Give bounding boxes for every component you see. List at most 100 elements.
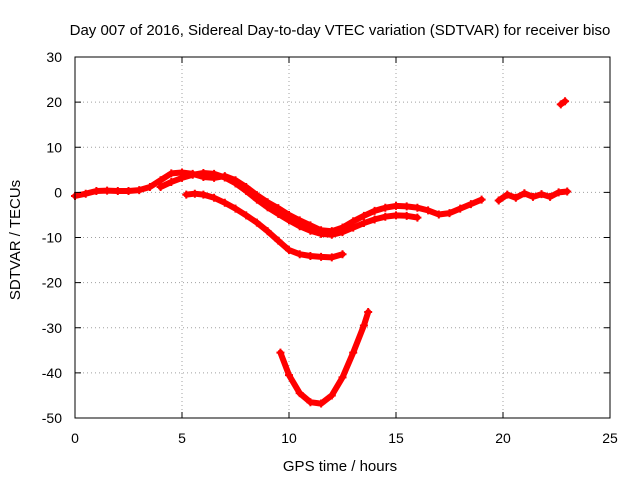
data-point <box>561 97 570 106</box>
data-point <box>113 187 122 196</box>
data-point <box>92 187 101 196</box>
data-point <box>220 173 229 182</box>
data-point <box>338 250 347 259</box>
data-point <box>402 202 411 211</box>
x-tick-label: 25 <box>602 430 618 446</box>
series-arc-deep-dip <box>276 307 373 408</box>
data-point <box>285 246 293 255</box>
data-point <box>317 252 326 261</box>
data-point <box>434 210 443 219</box>
data-point <box>392 211 400 220</box>
x-tick-label: 5 <box>178 430 186 446</box>
data-point <box>456 204 465 213</box>
data-point <box>392 201 400 210</box>
data-point <box>494 196 503 205</box>
data-point <box>327 253 336 262</box>
grid-lines <box>75 57 610 418</box>
data-point <box>338 228 347 237</box>
data-point <box>511 193 520 202</box>
data-point <box>402 211 411 220</box>
data-point <box>135 186 144 195</box>
data-point <box>381 203 390 212</box>
data-point <box>178 173 186 182</box>
data-point <box>520 189 529 198</box>
data-point <box>556 100 565 109</box>
x-tick-label: 10 <box>281 430 297 446</box>
data-point <box>81 189 90 198</box>
data-point <box>295 250 304 259</box>
y-tick-label: 0 <box>54 184 62 200</box>
y-tick-label: 10 <box>46 139 62 155</box>
tick-labels: 0 5 10 15 20 25 -50 -40 -30 -20 -10 0 10 20 30 <box>42 49 618 446</box>
data-point <box>546 192 555 201</box>
data-point <box>563 187 572 196</box>
data-point <box>276 348 285 357</box>
data-point <box>381 212 390 221</box>
data-point <box>231 204 240 213</box>
data-point <box>124 187 133 196</box>
y-tick-label: 20 <box>46 94 62 110</box>
data-point <box>466 200 475 209</box>
data-point <box>263 227 272 236</box>
data-point <box>285 216 293 225</box>
data-point <box>285 371 293 380</box>
data-point <box>199 190 208 199</box>
data-point <box>370 215 379 224</box>
data-point <box>306 252 315 261</box>
data-point <box>274 236 283 245</box>
data-point <box>167 177 176 186</box>
data-point <box>210 169 219 178</box>
data-point <box>231 179 240 188</box>
series-arc-lower <box>182 189 347 262</box>
data-point <box>295 389 304 398</box>
data-point <box>210 193 219 202</box>
data-point <box>242 187 251 196</box>
data-point <box>327 391 336 400</box>
y-tick-label: -20 <box>42 275 62 291</box>
data-point <box>242 211 251 220</box>
x-tick-label: 20 <box>495 430 511 446</box>
data-point <box>370 206 379 215</box>
data-point <box>252 218 261 227</box>
data-point <box>359 211 368 220</box>
data-point <box>220 198 229 207</box>
x-tick-label: 15 <box>388 430 404 446</box>
y-tick-label: 30 <box>46 49 62 65</box>
data-point <box>364 307 373 316</box>
chart-title: Day 007 of 2016, Sidereal Day-to-day VTE… <box>70 22 611 39</box>
data-point <box>349 348 358 357</box>
data-point <box>295 222 304 231</box>
y-tick-label: -30 <box>42 320 62 336</box>
data-point <box>274 210 283 219</box>
data-point <box>445 209 454 218</box>
y-tick-label: -40 <box>42 365 62 381</box>
data-point <box>188 170 197 179</box>
series-arc-late <box>494 187 572 205</box>
data-point <box>359 321 368 330</box>
data-point <box>306 398 315 407</box>
data-point <box>424 206 433 215</box>
series-line <box>277 309 372 407</box>
data-point <box>554 188 563 197</box>
data-point <box>306 226 315 235</box>
data-point <box>199 168 208 177</box>
series-arc-secondary <box>156 168 422 239</box>
data-point <box>528 192 537 201</box>
data-point <box>317 399 326 408</box>
data-point <box>252 195 261 204</box>
data-point <box>327 230 336 239</box>
data-point <box>156 176 165 185</box>
y-tick-label: -50 <box>42 410 62 426</box>
data-point <box>156 182 165 191</box>
data-point <box>103 186 112 195</box>
data-point <box>167 169 176 178</box>
data-point <box>359 219 368 228</box>
y-tick-label: -10 <box>42 230 62 246</box>
data-point <box>349 223 358 232</box>
data-point <box>317 229 326 238</box>
data-point <box>190 189 199 198</box>
axis-ticks <box>74 56 611 419</box>
x-tick-label: 0 <box>71 430 79 446</box>
